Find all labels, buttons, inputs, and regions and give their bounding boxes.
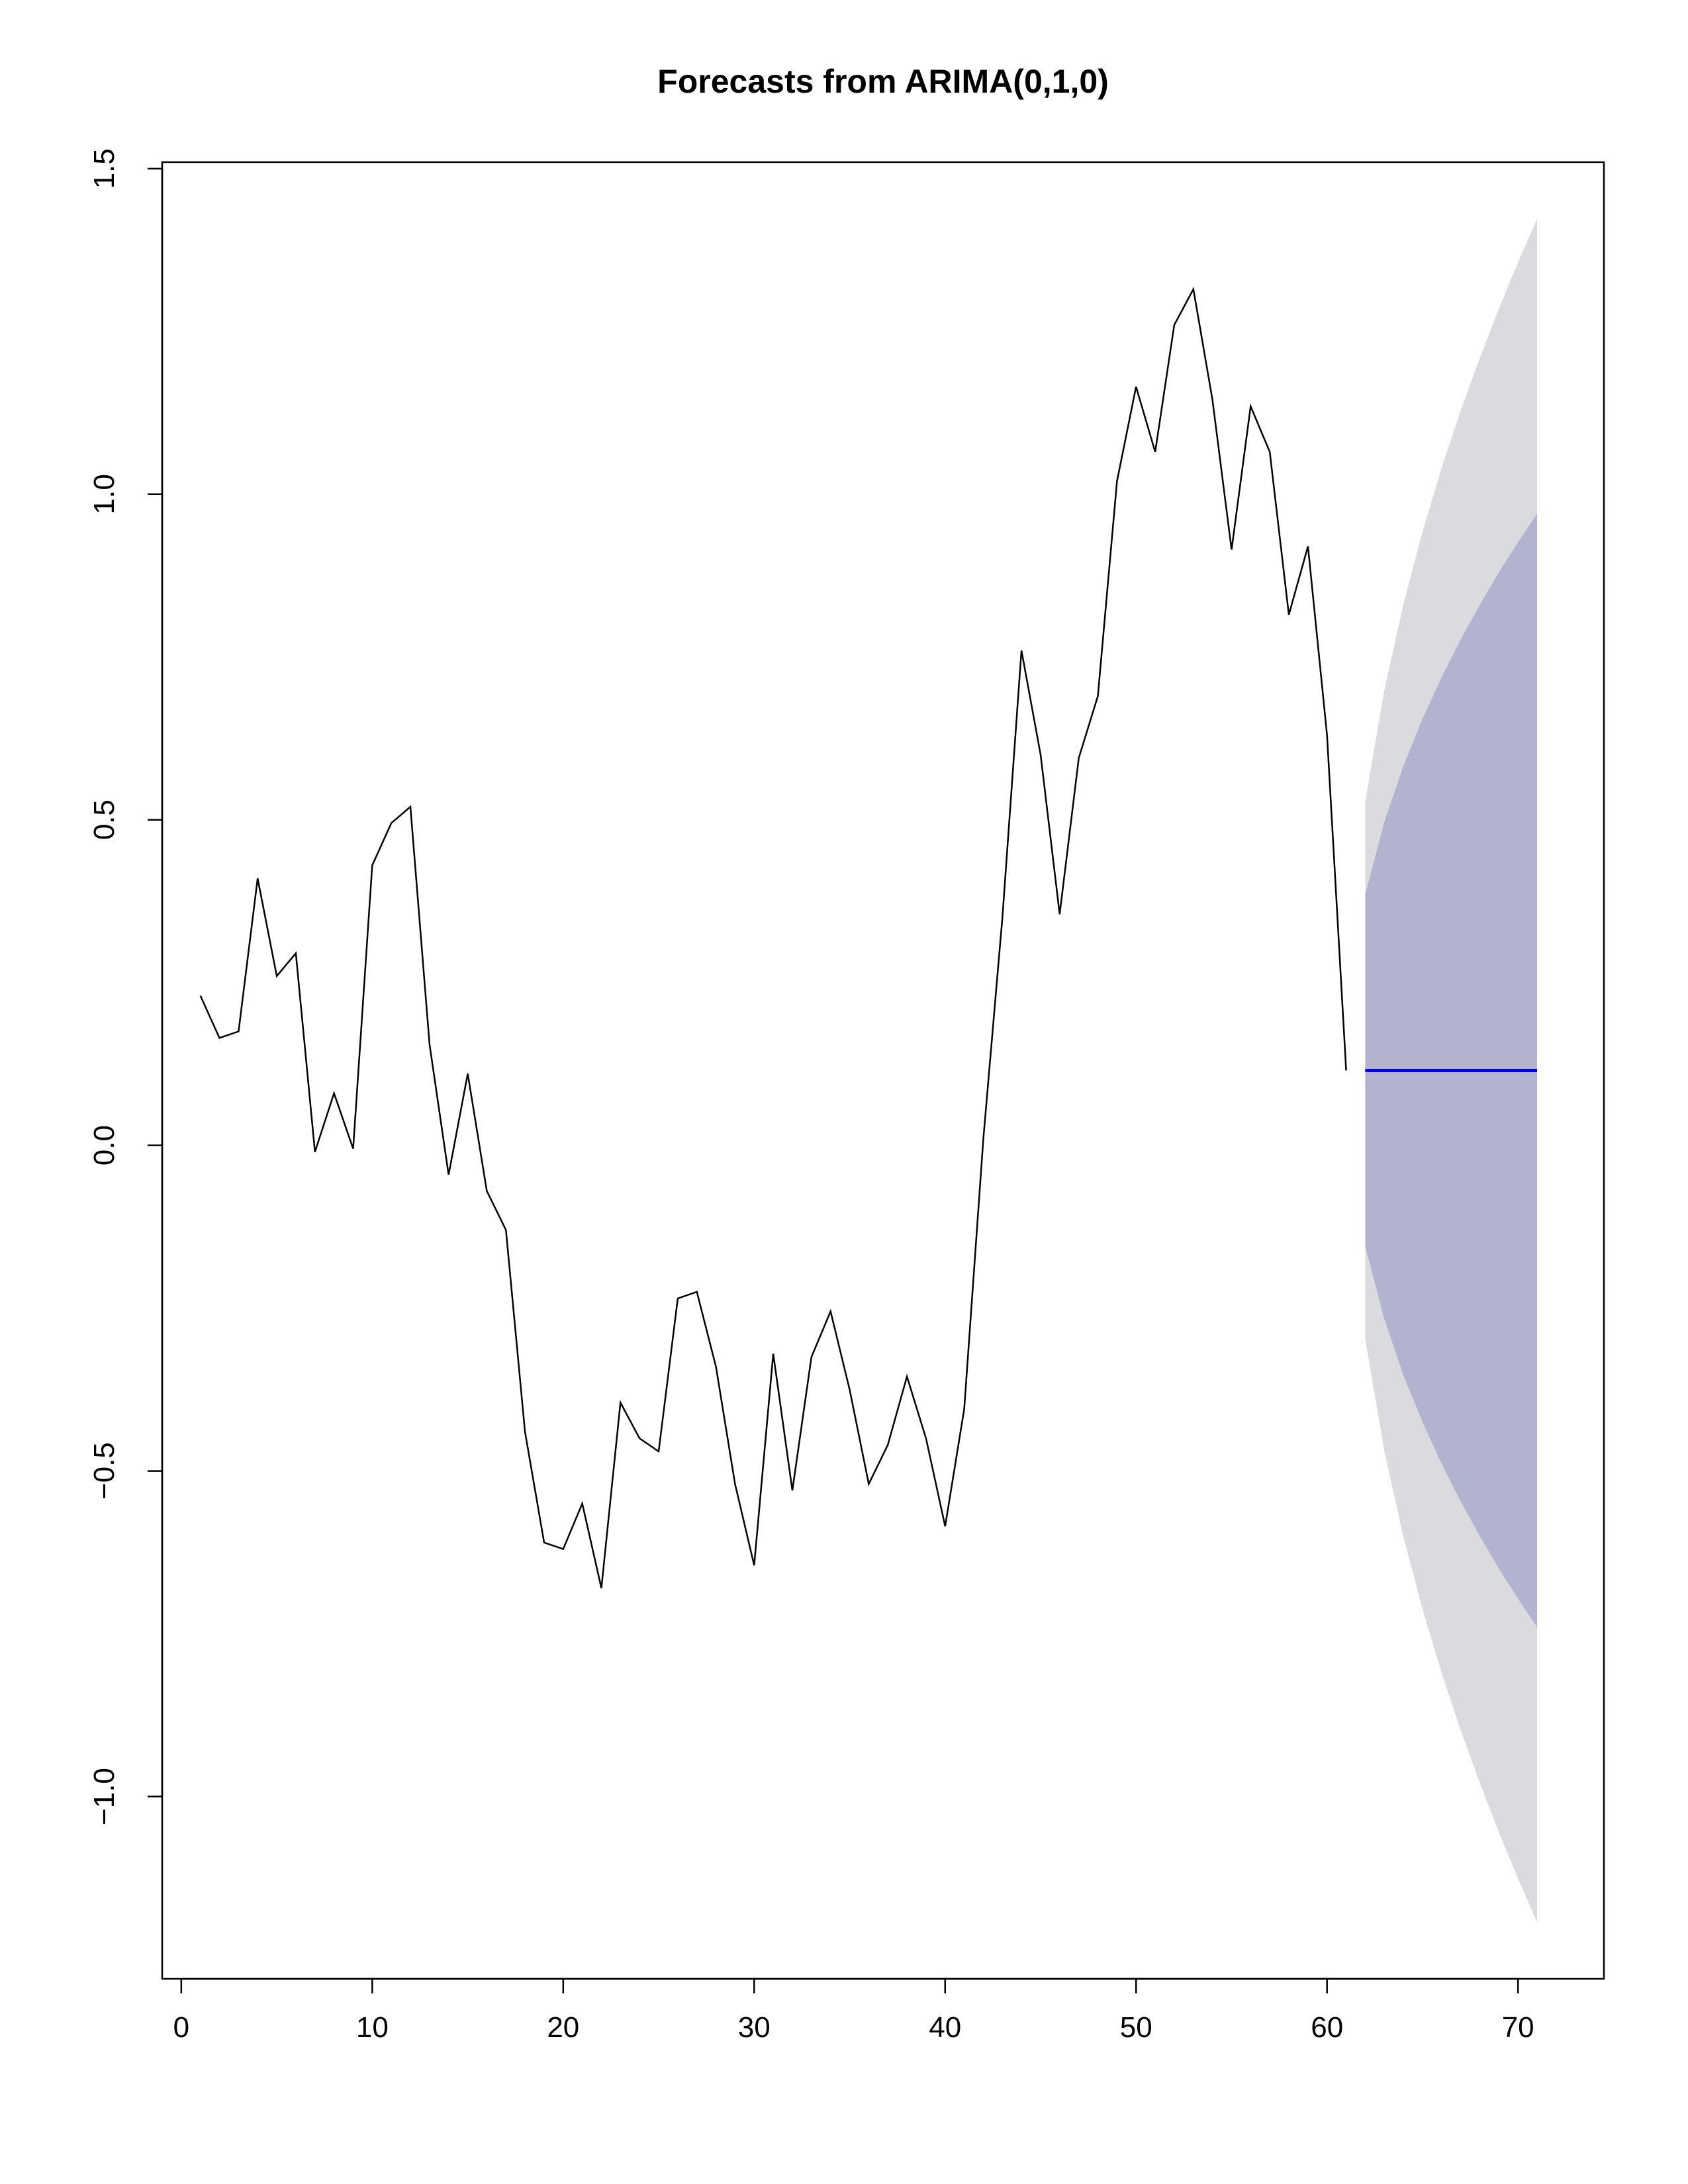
x-tick-label: 50 [1120, 2011, 1152, 2044]
y-axis: −1.0 −0.5 0.0 0.5 1.0 1.5 [88, 148, 164, 1825]
observed-series-line [199, 287, 1347, 1588]
y-tick-label: 0.5 [88, 799, 120, 840]
y-tick-label: 0.0 [88, 1125, 120, 1165]
y-tick-label: −0.5 [88, 1442, 120, 1500]
chart-title: Forecasts from ARIMA(0,1,0) [657, 63, 1109, 100]
y-tick-label: 1.5 [88, 148, 120, 189]
x-tick-label: 70 [1502, 2011, 1534, 2044]
x-tick-label: 60 [1311, 2011, 1343, 2044]
y-tick-label: −1.0 [88, 1768, 120, 1825]
x-tick-label: 0 [173, 2011, 189, 2044]
series-layer [199, 287, 1537, 1588]
x-axis: 0 10 20 30 40 50 60 70 [173, 1978, 1534, 2044]
x-tick-label: 10 [356, 2011, 389, 2044]
x-tick-label: 30 [738, 2011, 771, 2044]
x-tick-label: 20 [547, 2011, 579, 2044]
y-tick-label: 1.0 [88, 474, 120, 514]
x-tick-label: 40 [929, 2011, 961, 2044]
